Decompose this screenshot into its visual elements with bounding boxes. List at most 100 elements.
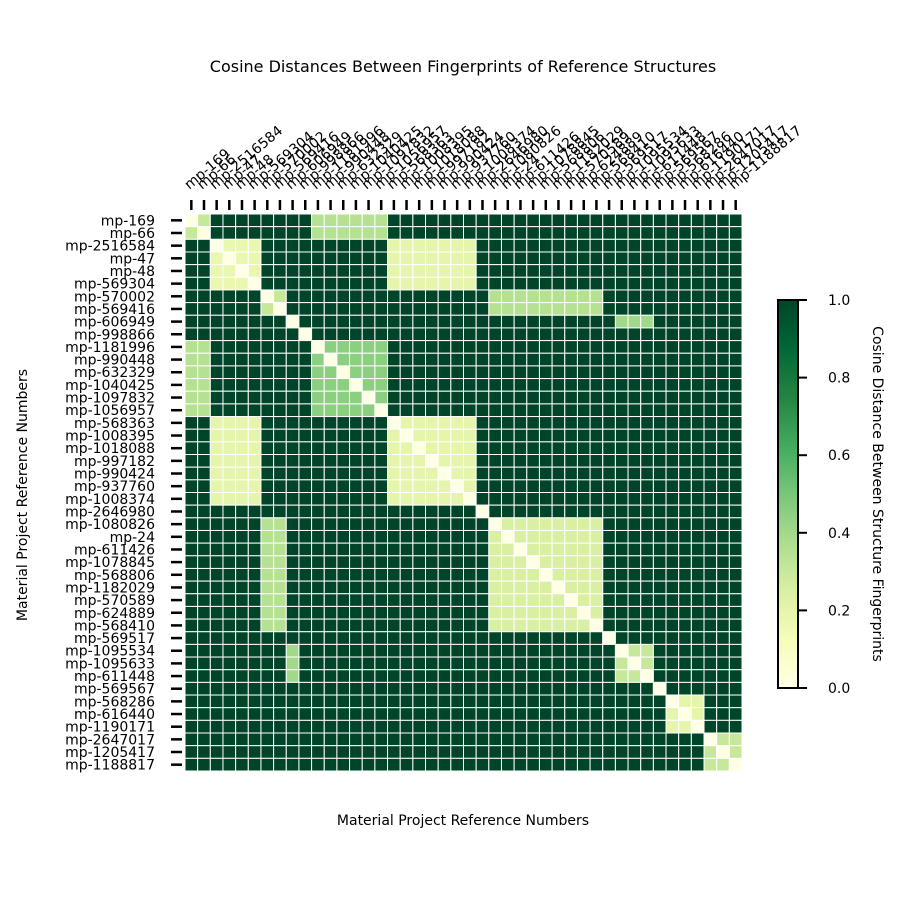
heatmap-cell bbox=[602, 264, 616, 278]
heatmap-cell bbox=[627, 327, 642, 342]
heatmap-cell bbox=[336, 264, 351, 278]
heatmap-cell bbox=[399, 403, 414, 418]
heatmap-cell bbox=[513, 352, 528, 367]
heatmap-cell bbox=[728, 593, 743, 607]
heatmap-cell bbox=[336, 542, 351, 557]
heatmap-cell bbox=[488, 643, 502, 658]
heatmap-cell bbox=[602, 492, 616, 506]
heatmap-cell bbox=[716, 276, 730, 291]
heatmap-cell bbox=[513, 276, 528, 291]
heatmap-cell bbox=[298, 428, 313, 443]
heatmap-cell bbox=[538, 479, 553, 493]
heatmap-cell bbox=[247, 492, 262, 506]
heatmap-cell bbox=[285, 492, 300, 506]
heatmap-cell bbox=[425, 593, 439, 607]
heatmap-cell bbox=[589, 352, 604, 367]
heatmap-cell bbox=[678, 441, 692, 456]
heatmap-cell bbox=[488, 251, 502, 266]
heatmap-cell bbox=[614, 618, 629, 633]
heatmap-cell bbox=[247, 327, 262, 342]
heatmap-cell bbox=[374, 479, 389, 493]
heatmap-cell bbox=[197, 707, 211, 721]
heatmap-cell bbox=[703, 567, 718, 582]
heatmap-cell bbox=[602, 605, 616, 620]
heatmap-cell bbox=[285, 631, 300, 645]
heatmap-cell bbox=[627, 707, 642, 721]
heatmap-cell bbox=[209, 441, 224, 456]
heatmap-cell bbox=[551, 378, 566, 392]
heatmap-cell bbox=[197, 302, 211, 316]
heatmap-cell bbox=[222, 517, 237, 531]
heatmap-cell bbox=[361, 643, 376, 658]
heatmap-cell bbox=[703, 719, 718, 734]
heatmap-cell bbox=[184, 669, 199, 683]
heatmap-cell bbox=[399, 441, 414, 456]
heatmap-cell bbox=[640, 441, 654, 456]
heatmap-cell bbox=[640, 732, 654, 747]
heatmap-cell bbox=[728, 529, 743, 544]
heatmap-cell bbox=[323, 289, 338, 304]
heatmap-cell bbox=[640, 327, 654, 342]
heatmap-cell bbox=[222, 757, 237, 772]
heatmap-cell bbox=[463, 745, 477, 759]
heatmap-cell bbox=[349, 213, 363, 228]
heatmap-cell bbox=[728, 492, 743, 506]
heatmap-cell bbox=[273, 226, 287, 240]
heatmap-cell bbox=[488, 327, 502, 342]
heatmap-cell bbox=[602, 454, 616, 468]
heatmap-cell bbox=[209, 719, 224, 734]
heatmap-cell bbox=[209, 605, 224, 620]
heatmap-cell bbox=[361, 567, 376, 582]
heatmap-cell bbox=[197, 251, 211, 266]
heatmap-cell bbox=[576, 479, 591, 493]
heatmap-cell bbox=[640, 352, 654, 367]
heatmap-cell bbox=[437, 276, 452, 291]
heatmap-cell bbox=[197, 631, 211, 645]
heatmap-cell bbox=[323, 757, 338, 772]
heatmap-cell bbox=[463, 542, 477, 557]
heatmap-cell bbox=[285, 238, 300, 253]
heatmap-cell bbox=[602, 390, 616, 405]
heatmap-cell bbox=[425, 567, 439, 582]
heatmap-cell bbox=[513, 542, 528, 557]
heatmap-cell bbox=[222, 390, 237, 405]
heatmap-cell bbox=[298, 580, 313, 595]
heatmap-cell bbox=[247, 352, 262, 367]
heatmap-cell bbox=[412, 466, 427, 481]
heatmap-cell bbox=[209, 238, 224, 253]
heatmap-cell bbox=[665, 504, 680, 519]
heatmap-cell bbox=[349, 390, 363, 405]
heatmap-cell bbox=[728, 340, 743, 354]
heatmap-cell bbox=[323, 732, 338, 747]
heatmap-cell bbox=[652, 745, 667, 759]
heatmap-cell bbox=[551, 466, 566, 481]
heatmap-cell bbox=[374, 264, 389, 278]
heatmap-cell bbox=[564, 719, 578, 734]
heatmap-cell bbox=[399, 504, 414, 519]
heatmap-cell bbox=[500, 238, 515, 253]
heatmap-cell bbox=[463, 529, 477, 544]
heatmap-cell bbox=[627, 656, 642, 671]
heatmap-cell bbox=[273, 466, 287, 481]
heatmap-cell bbox=[209, 276, 224, 291]
heatmap-cell bbox=[260, 390, 275, 405]
heatmap-cell bbox=[475, 340, 490, 354]
heatmap-cell bbox=[526, 529, 540, 544]
heatmap-cell bbox=[387, 327, 401, 342]
heatmap-cell bbox=[551, 340, 566, 354]
heatmap-cell bbox=[273, 517, 287, 531]
heatmap-cell bbox=[387, 567, 401, 582]
heatmap-cell bbox=[425, 719, 439, 734]
heatmap-cell bbox=[652, 378, 667, 392]
heatmap-cell bbox=[665, 378, 680, 392]
heatmap-cell bbox=[728, 580, 743, 595]
heatmap-cell bbox=[437, 681, 452, 696]
heatmap-cell bbox=[399, 314, 414, 329]
heatmap-cell bbox=[690, 302, 705, 316]
heatmap-cell bbox=[690, 504, 705, 519]
heatmap-cell bbox=[298, 567, 313, 582]
heatmap-cell bbox=[387, 529, 401, 544]
heatmap-cell bbox=[551, 732, 566, 747]
heatmap-cell bbox=[235, 694, 249, 709]
heatmap-cell bbox=[488, 669, 502, 683]
